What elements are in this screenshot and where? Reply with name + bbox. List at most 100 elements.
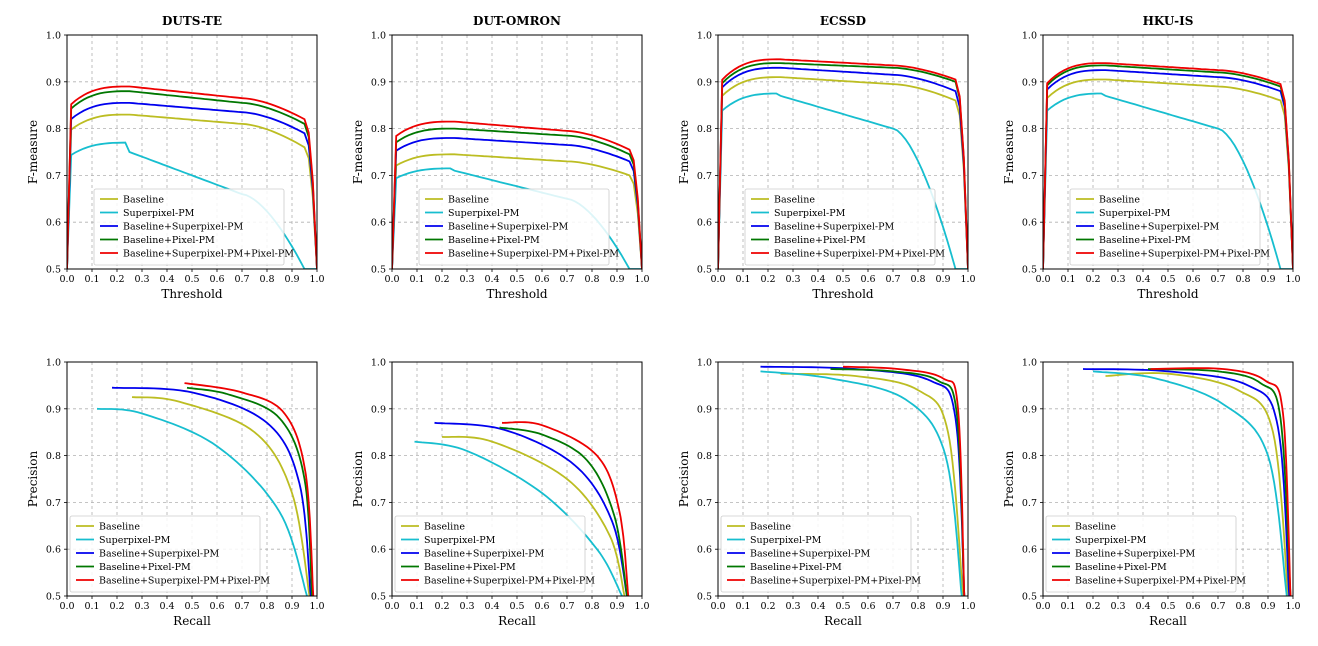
x-tick-label: 0.1 [1060, 601, 1075, 612]
legend: Baseline Superpixel-PM Baseline+Superpixel… [744, 188, 945, 266]
y-tick-label: 0.6 [1022, 218, 1037, 229]
series-line-5 [1150, 367, 1292, 596]
y-tick-label: 0.7 [371, 171, 386, 182]
x-tick-label: 0.2 [760, 601, 775, 612]
legend-label: Baseline+Pixel-PM [123, 235, 215, 246]
legend-label: Superpixel-PM [750, 535, 822, 546]
y-tick-label: 1.0 [1022, 31, 1037, 42]
x-tick-label: 0.9 [1260, 601, 1275, 612]
x-tick-label: 0.4 [484, 274, 499, 285]
legend-label: Baseline+Superpixel-PM+Pixel-PM [123, 249, 294, 260]
legend-label: Baseline+Superpixel-PM [424, 549, 545, 560]
panel-title: HKU-IS [1143, 14, 1194, 28]
y-tick-label: 0.6 [697, 545, 712, 556]
x-tick-label: 0.5 [835, 601, 850, 612]
x-axis-label: Threshold [1137, 287, 1199, 301]
x-tick-label: 0.0 [384, 274, 399, 285]
y-tick-label: 0.7 [697, 171, 712, 182]
legend-label: Superpixel-PM [99, 535, 171, 546]
y-tick-label: 0.6 [46, 545, 61, 556]
legend-label: Superpixel-PM [774, 208, 846, 219]
panel-title: DUT-OMRON [473, 14, 561, 28]
series-line-2 [718, 92, 968, 269]
x-tick-label: 0.5 [184, 274, 199, 285]
series-line-1 [67, 113, 317, 269]
series-line-2 [414, 440, 623, 596]
x-tick-label: 0.7 [234, 601, 249, 612]
legend-label: Superpixel-PM [424, 535, 496, 546]
legend-label: Baseline+Superpixel-PM [448, 222, 569, 233]
legend: Baseline Superpixel-PM Baseline+Superpixel… [1045, 515, 1246, 593]
series-line-4 [67, 90, 317, 269]
x-tick-label: 0.6 [209, 274, 224, 285]
y-tick-label: 0.5 [46, 592, 61, 603]
x-tick-label: 0.6 [534, 274, 549, 285]
x-tick-label: 0.5 [1160, 601, 1175, 612]
series-line-3 [392, 137, 642, 269]
x-tick-label: 0.9 [935, 601, 950, 612]
x-tick-label: 0.6 [209, 601, 224, 612]
series-line-5 [501, 421, 630, 596]
y-axis-label: Precision [677, 451, 691, 508]
x-tick-label: 0.0 [710, 601, 725, 612]
x-tick-label: 1.0 [634, 601, 649, 612]
series-line-5 [392, 120, 642, 269]
legend-label: Baseline+Superpixel-PM+Pixel-PM [1099, 249, 1270, 260]
y-tick-label: 1.0 [697, 358, 712, 369]
series-line-3 [1043, 69, 1293, 269]
x-tick-label: 0.3 [785, 601, 800, 612]
legend-box [1045, 515, 1237, 593]
x-tick-label: 0.0 [59, 601, 74, 612]
y-axis-label: F-measure [26, 120, 40, 184]
x-tick-label: 0.9 [609, 274, 624, 285]
y-tick-label: 0.8 [697, 451, 712, 462]
legend-label: Baseline+Superpixel-PM [99, 549, 220, 560]
y-tick-label: 0.5 [1022, 592, 1037, 603]
y-tick-label: 0.7 [46, 171, 61, 182]
x-tick-label: 0.1 [84, 274, 99, 285]
x-tick-label: 0.8 [584, 601, 599, 612]
y-tick-label: 0.6 [371, 218, 386, 229]
x-tick-label: 0.3 [1110, 274, 1125, 285]
y-tick-label: 1.0 [1022, 358, 1037, 369]
x-tick-label: 0.9 [609, 601, 624, 612]
legend: Baseline Superpixel-PM Baseline+Superpixel… [418, 188, 619, 266]
legend-label: Baseline [1099, 195, 1140, 206]
x-tick-label: 0.4 [1135, 274, 1150, 285]
x-tick-label: 0.0 [59, 274, 74, 285]
x-tick-label: 0.9 [935, 274, 950, 285]
x-tick-label: 0.1 [735, 274, 750, 285]
legend-label: Baseline+Superpixel-PM [123, 222, 244, 233]
legend-label: Baseline+Superpixel-PM+Pixel-PM [99, 576, 270, 587]
x-axis-label: Recall [824, 614, 862, 628]
x-tick-label: 0.7 [1210, 274, 1225, 285]
series-line-2 [96, 407, 308, 596]
series-line-3 [111, 386, 312, 596]
y-tick-label: 1.0 [46, 31, 61, 42]
legend-box [744, 188, 936, 266]
panel-2: 0.0 0.1 0.2 0.3 0.4 0.5 0.6 0.7 0.8 0.9 1.0 0.5 0.6 0… [351, 14, 650, 301]
x-tick-label: 0.8 [910, 601, 925, 612]
x-tick-label: 0.3 [134, 601, 149, 612]
y-tick-label: 0.9 [697, 77, 712, 88]
legend-label: Baseline+Superpixel-PM+Pixel-PM [424, 576, 595, 587]
series-line-1 [1105, 372, 1289, 596]
series-line-4 [499, 426, 628, 596]
y-tick-label: 0.5 [697, 592, 712, 603]
legend-label: Baseline+Superpixel-PM+Pixel-PM [1075, 576, 1246, 587]
x-tick-label: 0.5 [509, 601, 524, 612]
x-tick-label: 0.1 [409, 601, 424, 612]
x-tick-label: 0.0 [1035, 601, 1050, 612]
x-tick-label: 0.6 [534, 601, 549, 612]
legend: Baseline Superpixel-PM Baseline+Superpixel… [69, 515, 270, 593]
legend-box [93, 188, 285, 266]
series-line-3 [67, 102, 317, 269]
legend: Baseline Superpixel-PM Baseline+Superpixel… [1069, 188, 1270, 266]
series-line-2 [1043, 92, 1293, 269]
y-tick-label: 0.5 [697, 265, 712, 276]
series-line-1 [1043, 78, 1293, 269]
x-tick-label: 0.2 [760, 274, 775, 285]
x-tick-label: 0.0 [1035, 274, 1050, 285]
y-tick-label: 0.5 [371, 265, 386, 276]
